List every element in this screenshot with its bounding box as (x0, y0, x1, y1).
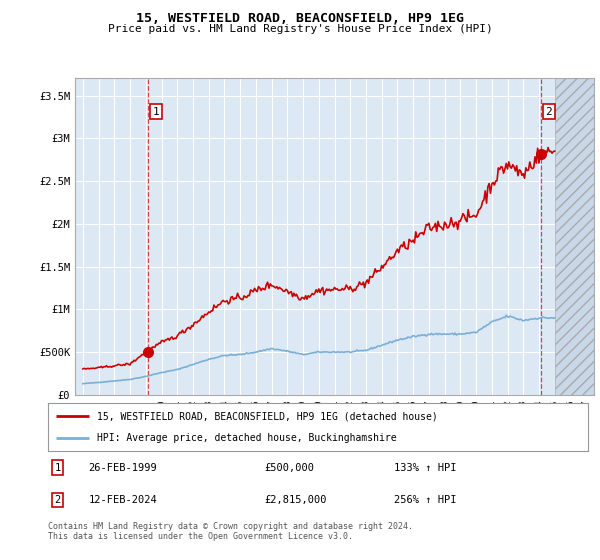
Text: 133% ↑ HPI: 133% ↑ HPI (394, 463, 456, 473)
Text: 2: 2 (545, 106, 553, 116)
Bar (554, 78, 594, 395)
Text: Contains HM Land Registry data © Crown copyright and database right 2024.
This d: Contains HM Land Registry data © Crown c… (48, 522, 413, 542)
Text: 15, WESTFIELD ROAD, BEACONSFIELD, HP9 1EG (detached house): 15, WESTFIELD ROAD, BEACONSFIELD, HP9 1E… (97, 411, 437, 421)
Text: Price paid vs. HM Land Registry's House Price Index (HPI): Price paid vs. HM Land Registry's House … (107, 24, 493, 34)
Text: 2: 2 (55, 495, 61, 505)
Text: 26-FEB-1999: 26-FEB-1999 (89, 463, 157, 473)
Text: 256% ↑ HPI: 256% ↑ HPI (394, 495, 456, 505)
Text: 15, WESTFIELD ROAD, BEACONSFIELD, HP9 1EG: 15, WESTFIELD ROAD, BEACONSFIELD, HP9 1E… (136, 12, 464, 25)
Text: 12-FEB-2024: 12-FEB-2024 (89, 495, 157, 505)
Text: 1: 1 (153, 106, 160, 116)
Text: HPI: Average price, detached house, Buckinghamshire: HPI: Average price, detached house, Buck… (97, 433, 396, 443)
Text: 1: 1 (55, 463, 61, 473)
Text: £2,815,000: £2,815,000 (264, 495, 326, 505)
Text: £500,000: £500,000 (264, 463, 314, 473)
